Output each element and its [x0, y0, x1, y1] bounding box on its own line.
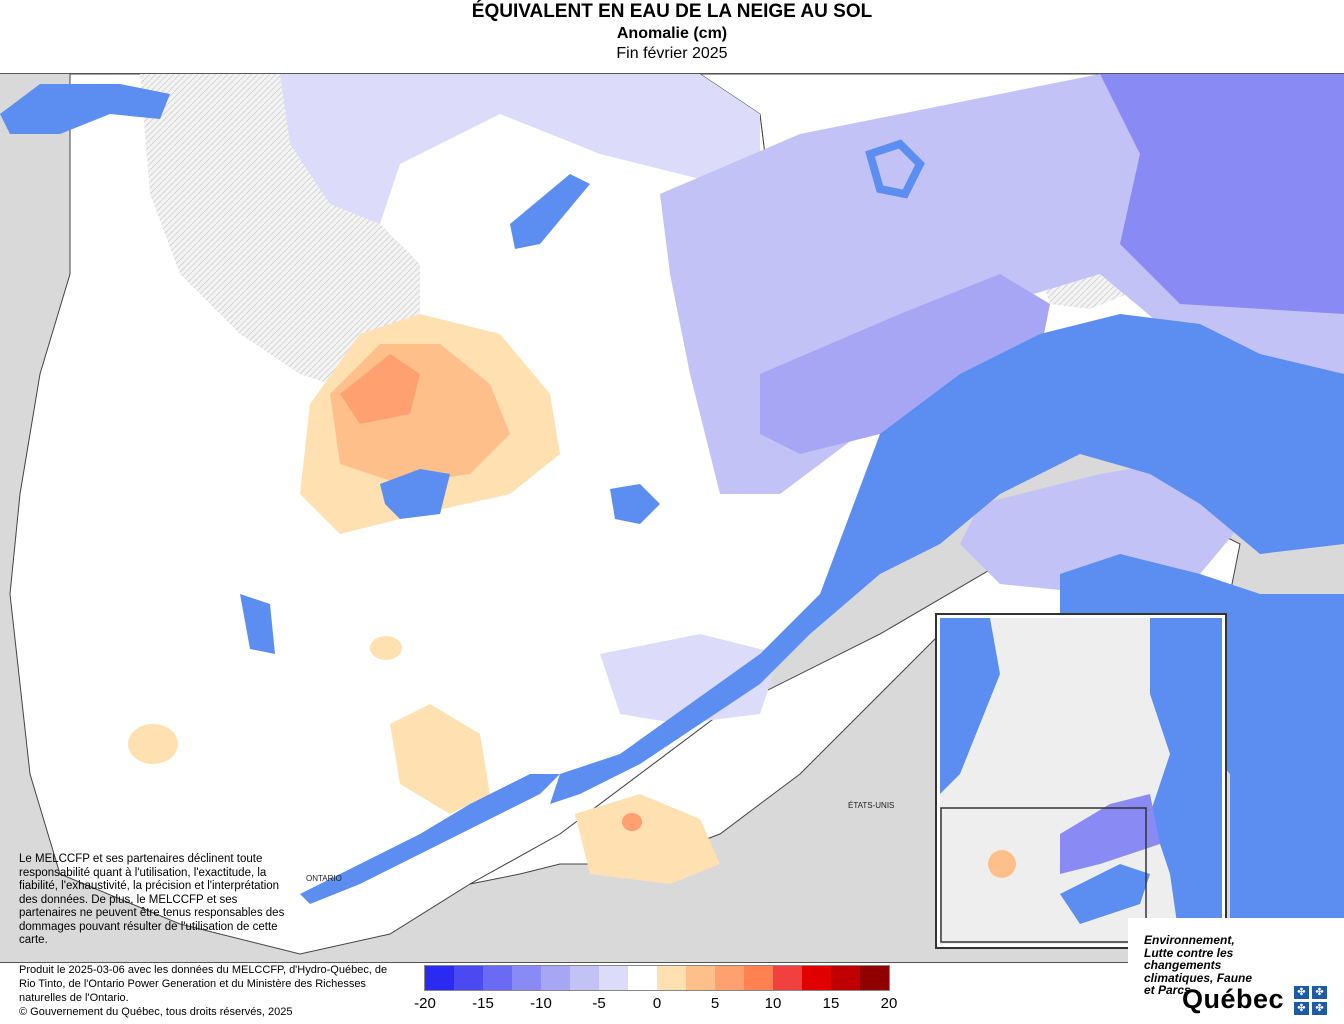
- anomaly-pos-central: [390, 704, 490, 814]
- ministry-name: Environnement, Lutte contre les changeme…: [1144, 933, 1253, 997]
- legend-swatch: [744, 966, 773, 990]
- inset-gulf: [1060, 864, 1150, 924]
- legend-swatch: [860, 966, 889, 990]
- legend-tick-label: 10: [764, 995, 782, 1012]
- inset-labrador-sea: [1150, 618, 1222, 944]
- inset-extent-box: [940, 807, 1147, 943]
- credits-production: Produit le 2025-03-06 avec les données d…: [19, 964, 388, 1004]
- legend-swatch: [715, 966, 744, 990]
- legend-swatch: [599, 966, 628, 990]
- st-lawrence-gulf: [550, 314, 1344, 804]
- james-bay: [0, 84, 170, 134]
- header: ÉQUIVALENT EN EAU DE LA NEIGE AU SOL Ano…: [0, 0, 1344, 64]
- fleur-de-lis-icon: ✤: [1294, 986, 1309, 999]
- credits: Produit le 2025-03-06 avec les données d…: [19, 963, 389, 1019]
- ministry-logo: Environnement, Lutte contre les changeme…: [1128, 918, 1344, 1024]
- map-panel[interactable]: ONTARIO ÉTATS-UNIS: [0, 73, 1344, 963]
- reservoir-gouin: [510, 174, 590, 249]
- disclaimer: Le MELCCFP et ses partenaires déclinent …: [19, 853, 285, 946]
- legend-swatch: [570, 966, 599, 990]
- legend-tick-label: 5: [710, 995, 720, 1012]
- lake-cluster: [380, 469, 450, 519]
- map-title: ÉQUIVALENT EN EAU DE LA NEIGE AU SOL: [471, 1, 873, 22]
- inset-anomaly-pos: [988, 850, 1016, 878]
- label-usa: ÉTATS-UNIS: [848, 801, 895, 810]
- manicouagan-reservoir: [865, 139, 925, 199]
- legend-swatch: [657, 966, 686, 990]
- legend-swatch: [686, 966, 715, 990]
- legend-tick-label: 20: [880, 995, 898, 1012]
- legend-swatch: [512, 966, 541, 990]
- map-date: Fin février 2025: [616, 45, 728, 62]
- legend-swatch: [628, 966, 657, 990]
- anomaly-neg-southshore: [600, 634, 780, 724]
- map-subtitle: Anomalie (cm): [616, 25, 728, 42]
- fleur-de-lis-icon: ✤: [1294, 1002, 1309, 1015]
- anomaly-neg-mid: [760, 274, 1050, 454]
- legend-swatches: [424, 965, 890, 991]
- anomaly-pos-small: [370, 636, 402, 660]
- inset-hudson-bay: [940, 618, 1000, 794]
- credits-copyright: © Gouvernement du Québec, tous droits ré…: [19, 1006, 293, 1018]
- legend-swatch: [541, 966, 570, 990]
- no-data-area-north: [140, 74, 420, 394]
- legend-swatch: [831, 966, 860, 990]
- legend-swatch: [773, 966, 802, 990]
- lac-saint-jean: [610, 484, 660, 524]
- legend-tick-label: -10: [530, 995, 552, 1012]
- legend-tick-label: 0: [652, 995, 662, 1012]
- legend-tick-labels: -20 -15 -10 -5 0 5 10 15 20: [414, 991, 897, 1012]
- legend-swatch: [802, 966, 831, 990]
- quebec-wordmark: Québec: [1182, 984, 1285, 1014]
- legend-tick-label: -5: [592, 995, 606, 1012]
- anomaly-pos-southwest: [128, 724, 178, 764]
- fleur-de-lis-icon: ✤: [1312, 986, 1327, 999]
- anomaly-neg-north: [280, 74, 760, 224]
- lake-west: [240, 594, 275, 654]
- legend-swatch: [454, 966, 483, 990]
- anomaly-pos-estrie-core: [622, 813, 642, 831]
- legend-tick-label: -15: [472, 995, 494, 1012]
- anomaly-pos-estrie: [575, 794, 720, 884]
- legend-swatch: [483, 966, 512, 990]
- inset-anomaly-neg: [1060, 794, 1160, 874]
- fleur-de-lis-icon: ✤: [1312, 1002, 1327, 1015]
- anomaly-pos-west-core: [340, 354, 420, 424]
- label-ontario: ONTARIO: [306, 874, 342, 883]
- legend-tick-label: 15: [822, 995, 840, 1012]
- map-canvas: [0, 74, 1344, 962]
- legend-tick-label: -20: [414, 995, 436, 1012]
- anomaly-neg-strong: [1100, 74, 1344, 314]
- color-legend: -20 -15 -10 -5 0 5 10 15 20: [414, 965, 897, 1012]
- st-lawrence-river: [300, 774, 560, 904]
- legend-swatch: [425, 966, 454, 990]
